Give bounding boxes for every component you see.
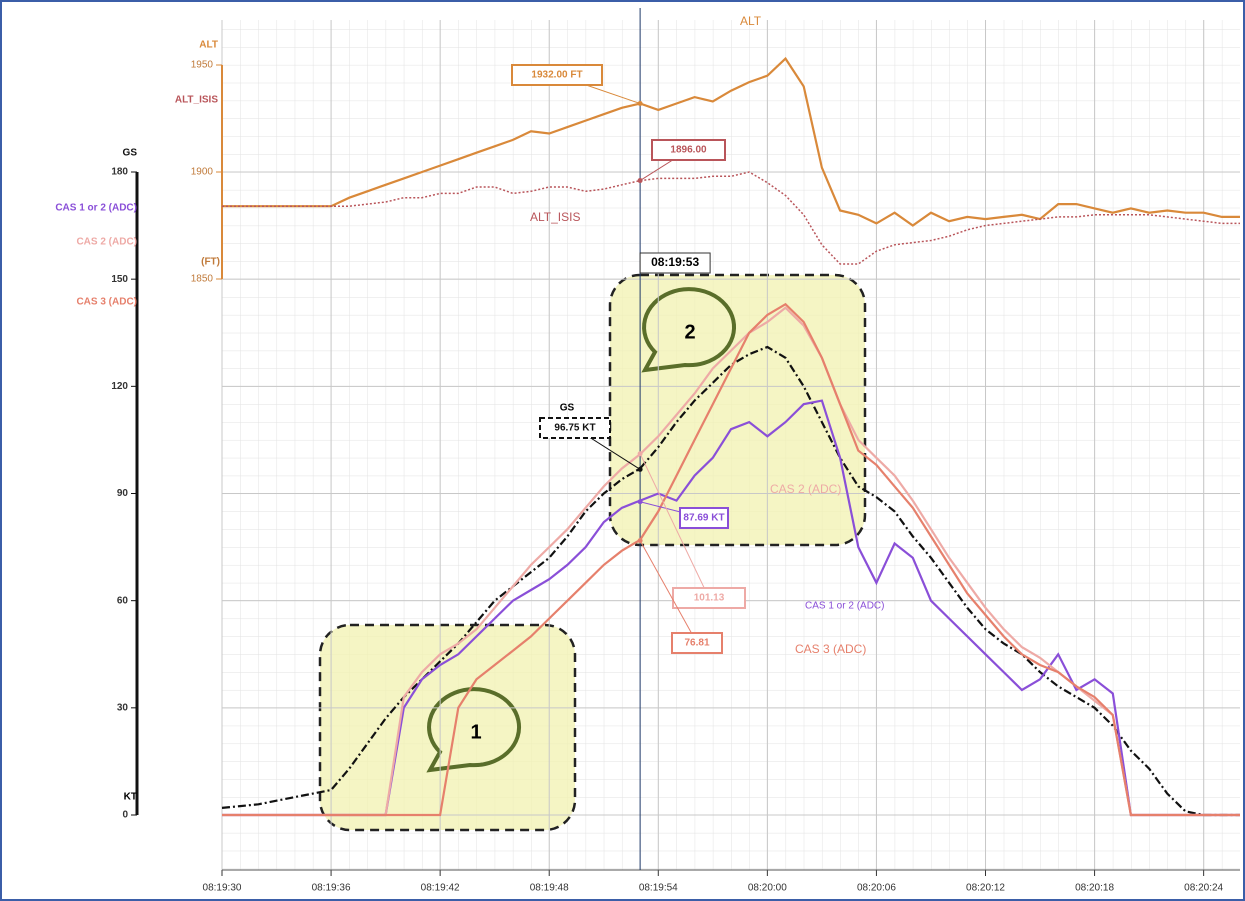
callout-number: 2: [684, 321, 695, 343]
y2-tick-label: 1950: [191, 60, 214, 71]
readout-box: [679, 507, 729, 529]
y-tick-label: 0: [122, 810, 128, 821]
readout-label: 96.75 KT: [554, 423, 595, 434]
cursor-label: 08:19:53: [651, 255, 699, 269]
x-tick-label: 08:19:30: [203, 883, 242, 894]
y-unit: KT: [124, 792, 137, 803]
x-tick-label: 08:19:36: [312, 883, 351, 894]
y2-tick-label: 1850: [191, 274, 214, 285]
x-tick-label: 08:19:48: [530, 883, 569, 894]
series-label: CAS 2 (ADC): [770, 482, 841, 496]
axis-series-name: CAS 1 or 2 (ADC): [55, 203, 137, 214]
readout-leader: [639, 540, 698, 644]
readout-label: 76.81: [684, 638, 709, 649]
axis-series-name: CAS 2 (ADC): [76, 237, 137, 248]
highlight-box: [318, 623, 577, 832]
y-tick-label: 60: [117, 595, 129, 606]
series-label: CAS 1 or 2 (ADC): [805, 601, 884, 612]
readout-name: GS: [560, 403, 575, 414]
readout-box: [651, 139, 726, 161]
y-tick-label: 180: [111, 167, 128, 178]
readout-box: [511, 64, 603, 86]
readout-label: 1932.00 FT: [531, 70, 582, 81]
axis-series-name: GS: [123, 148, 138, 159]
callout-number: 1: [470, 721, 481, 743]
readout-label: 87.69 KT: [683, 513, 724, 524]
axis-series-name: ALT: [199, 40, 218, 51]
cursor-label-box: [639, 252, 711, 274]
axis-series-name: ALT_ISIS: [175, 95, 218, 106]
readout-label: 1896.00: [670, 145, 707, 156]
y-tick-label: 30: [117, 702, 129, 713]
readout-leader: [639, 453, 710, 599]
y2-unit: (FT): [201, 257, 220, 268]
callout-bubble: [641, 287, 736, 373]
series-line: [222, 302, 1240, 817]
y-tick-label: 90: [117, 488, 129, 499]
x-tick-label: 08:20:06: [857, 883, 896, 894]
series-label: ALT: [740, 14, 762, 28]
series-label: ALT_ISIS: [530, 210, 580, 224]
series-line: [221, 345, 1240, 817]
y2-tick-label: 1900: [191, 167, 214, 178]
y-tick-label: 150: [111, 274, 128, 285]
x-tick-label: 08:20:12: [966, 883, 1005, 894]
readout-point: [637, 466, 643, 472]
readout-label: 101.13: [694, 593, 725, 604]
readout-point: [637, 101, 643, 107]
axis-series-name: CAS 3 (ADC): [76, 297, 137, 308]
highlight-box: [608, 273, 867, 547]
readout-point: [637, 178, 643, 184]
readout-point: [637, 538, 643, 544]
y-tick-label: 120: [111, 381, 128, 392]
readout-point: [637, 499, 643, 505]
x-tick-label: 08:20:18: [1075, 883, 1114, 894]
x-tick-label: 08:20:00: [748, 883, 787, 894]
x-tick-label: 08:19:54: [639, 883, 678, 894]
callout-bubble: [426, 687, 521, 773]
readout-point: [637, 451, 643, 457]
readout-box: [671, 632, 723, 654]
series-label: CAS 3 (ADC): [795, 642, 866, 656]
series-line: [222, 56, 1240, 227]
x-tick-label: 08:19:42: [421, 883, 460, 894]
readout-box: [539, 417, 611, 439]
readout-box: [672, 587, 746, 609]
x-tick-label: 08:20:24: [1184, 883, 1223, 894]
